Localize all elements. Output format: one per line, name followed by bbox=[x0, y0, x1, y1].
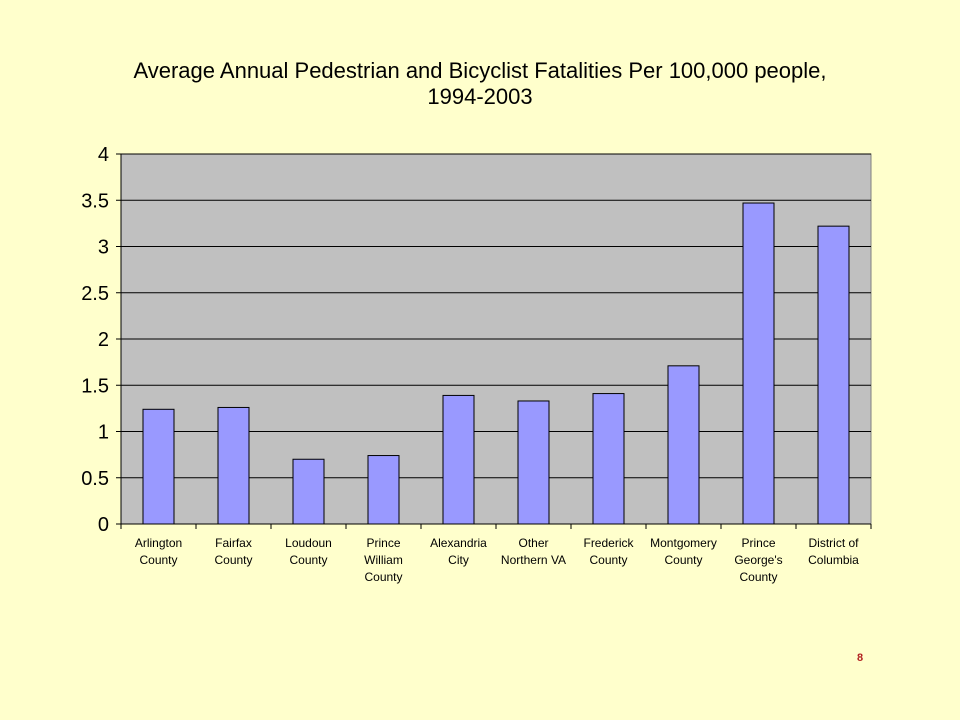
x-category-label-line: District of bbox=[808, 536, 859, 550]
x-category-label-line: County bbox=[664, 553, 702, 567]
x-category-label: Alexandria City bbox=[430, 536, 487, 567]
y-tick-label: 1 bbox=[98, 422, 109, 444]
x-category-label-line: Other bbox=[518, 536, 548, 550]
x-category-label-line: Loudoun bbox=[285, 536, 332, 550]
x-category-label-line: City bbox=[448, 553, 469, 567]
chart-title-line-2: 1994-2003 bbox=[427, 84, 533, 109]
x-category-label-line: County bbox=[289, 553, 327, 567]
x-category-label-line: County bbox=[214, 553, 252, 567]
x-category-label: Arlington County bbox=[135, 536, 182, 567]
chart-title: Average Annual Pedestrian and Bicyclist … bbox=[100, 58, 860, 110]
bar bbox=[142, 408, 175, 525]
x-category-label: Montgomery County bbox=[650, 536, 717, 567]
bar bbox=[367, 455, 400, 525]
x-category-label-line: Fairfax bbox=[215, 536, 252, 550]
y-tick-label: 2.5 bbox=[81, 283, 109, 305]
x-category-label: Prince William County bbox=[364, 536, 403, 584]
x-category-label-line: Northern VA bbox=[501, 553, 566, 567]
y-tick-label: 0 bbox=[98, 514, 109, 536]
x-category-label-line: County bbox=[139, 553, 177, 567]
page-number: 8 bbox=[856, 652, 864, 664]
bar bbox=[217, 406, 250, 525]
x-category-label: Frederick County bbox=[583, 536, 634, 567]
bar bbox=[667, 365, 700, 525]
x-category-label-line: William bbox=[364, 553, 403, 567]
y-tick-label: 3.5 bbox=[81, 190, 109, 212]
bar bbox=[292, 458, 325, 525]
x-category-label-line: Montgomery bbox=[650, 536, 717, 550]
bar bbox=[442, 394, 475, 525]
x-category-label-line: Prince bbox=[741, 536, 775, 550]
x-category-label: Other Northern VA bbox=[501, 536, 566, 567]
y-tick-label: 0.5 bbox=[81, 468, 109, 490]
x-category-label: Fairfax County bbox=[214, 536, 252, 567]
x-category-label-line: Arlington bbox=[135, 536, 182, 550]
chart-title-line-1: Average Annual Pedestrian and Bicyclist … bbox=[133, 58, 827, 83]
x-category-label-line: County bbox=[589, 553, 627, 567]
y-tick-label: 1.5 bbox=[81, 375, 109, 397]
x-category-label-line: Frederick bbox=[583, 536, 634, 550]
x-category-label: Prince George's County bbox=[734, 536, 782, 584]
bar bbox=[517, 400, 550, 525]
y-tick-label: 2 bbox=[98, 329, 109, 351]
bar bbox=[817, 225, 850, 525]
x-category-label-line: County bbox=[364, 570, 402, 584]
x-category-label-line: Prince bbox=[366, 536, 400, 550]
bar bbox=[742, 202, 775, 525]
x-category-label: District of Columbia bbox=[808, 536, 859, 567]
x-category-label-line: County bbox=[739, 570, 777, 584]
x-category-label-line: Alexandria bbox=[430, 536, 487, 550]
y-tick-label: 4 bbox=[98, 144, 109, 166]
x-category-label-line: Columbia bbox=[808, 553, 859, 567]
y-tick-label: 3 bbox=[98, 237, 109, 259]
x-category-label: Loudoun County bbox=[285, 536, 332, 567]
x-category-label-line: George's bbox=[734, 553, 782, 567]
bar bbox=[592, 393, 625, 525]
